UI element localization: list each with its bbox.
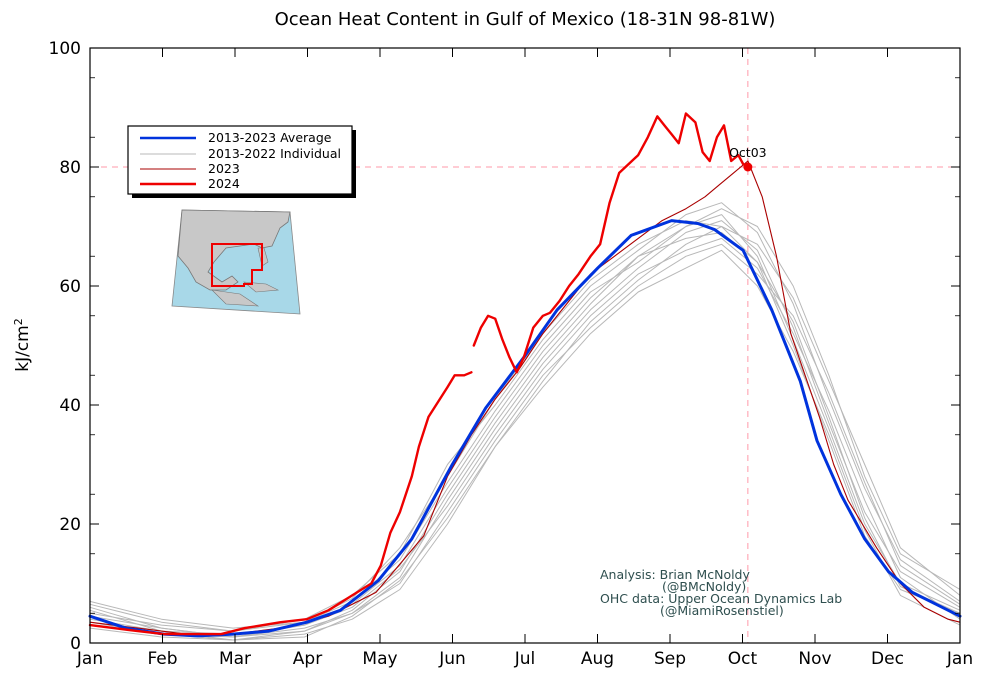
x-tick-label: Feb (147, 649, 177, 669)
credit-analysis: Analysis: Brian McNoldy (600, 567, 750, 582)
series-individual-10 (89, 243, 961, 638)
legend-label-average: 2013-2023 Average (208, 130, 332, 145)
x-tick-label: Jun (438, 649, 466, 669)
y-tick-label: 20 (59, 515, 81, 535)
credits: Analysis: Brian McNoldy (@BMcNoldy) OHC … (600, 567, 842, 618)
map-region-box (211, 243, 263, 287)
y-axis-label: kJ/cm2 (12, 318, 33, 372)
x-tick-label: Nov (798, 649, 831, 669)
series-2024-line-seg1 (472, 112, 750, 374)
oct03-marker-label: Oct03 (729, 145, 767, 160)
series-2023-line (89, 160, 961, 635)
y-tick-label: 60 (59, 277, 81, 297)
x-tick-label: Jan (76, 649, 103, 669)
legend: 2013-2023 Average 2013-2022 Individual 2… (127, 125, 356, 198)
y-tick-label: 100 (49, 39, 81, 59)
oct03-marker (743, 162, 753, 172)
y-tick-label: 80 (59, 158, 81, 178)
inset-map (171, 209, 301, 315)
x-tick-label: Dec (871, 649, 904, 669)
legend-label-2024: 2024 (208, 176, 240, 191)
x-tick-label: Sep (654, 649, 686, 669)
x-tick-label: Apr (293, 649, 322, 669)
chart-title: Ocean Heat Content in Gulf of Mexico (18… (275, 9, 776, 30)
credit-analysis-handle: (@BMcNoldy) (662, 579, 746, 594)
legend-label-2023: 2023 (208, 161, 240, 176)
series-individual-8 (89, 208, 961, 641)
credit-data: OHC data: Upper Ocean Dynamics Lab (600, 591, 842, 606)
x-tick-label: Jan (946, 649, 973, 669)
x-tick-label: Jul (514, 649, 536, 669)
x-tick-label: Mar (219, 649, 251, 669)
series-individual-6 (89, 226, 961, 641)
map-land-central-america (211, 289, 260, 307)
x-tick-label: May (362, 649, 397, 669)
series-individual-12 (89, 249, 961, 641)
series-2024-line-seg0 (88, 371, 473, 636)
x-tick-label: Aug (581, 649, 614, 669)
y-tick-label: 40 (59, 396, 81, 416)
series-individual-9 (89, 237, 961, 635)
credit-data-handle: (@MiamiRosenstiel) (660, 603, 784, 618)
series-average-line (88, 219, 962, 638)
y-tick-label: 0 (70, 634, 81, 654)
x-tick-label: Oct (728, 649, 758, 669)
legend-label-individual: 2013-2022 Individual (208, 146, 341, 161)
plot-area: Oct03 0 20 40 60 80 100 Jan Feb Mar Apr May Jun Jul Au… (49, 39, 974, 669)
